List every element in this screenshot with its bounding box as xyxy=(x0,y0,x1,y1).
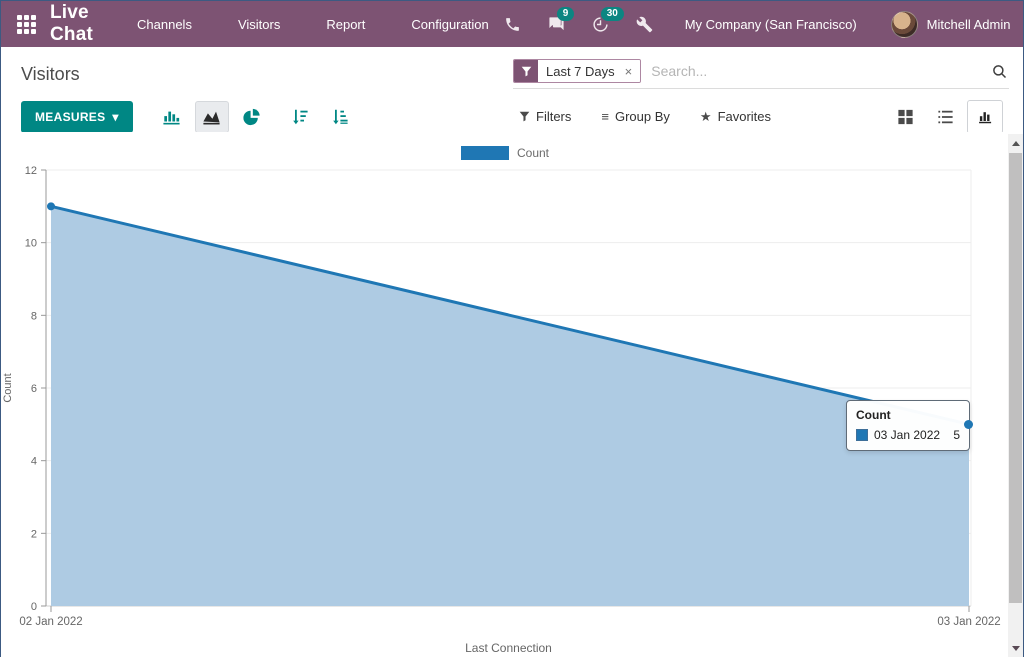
y-tick-label: 6 xyxy=(31,383,37,395)
chart-legend[interactable]: Count xyxy=(1,146,1009,160)
scrollbar-thumb[interactable] xyxy=(1009,153,1022,603)
tooltip-label: 03 Jan 2022 xyxy=(874,428,941,442)
scroll-up-arrow-icon[interactable] xyxy=(1008,136,1023,151)
tooltip-title: Count xyxy=(856,408,891,422)
kanban-view-button[interactable] xyxy=(887,100,923,134)
search-bar[interactable]: Last 7 Days × xyxy=(513,59,1009,89)
chart-type-buttons xyxy=(155,100,269,133)
tooltip-color-swatch xyxy=(856,429,868,441)
view-switcher xyxy=(887,99,1003,134)
main-menu: Channels Visitors Report Configuration xyxy=(131,3,495,46)
line-chart-button[interactable] xyxy=(194,100,229,133)
graph-view: Count 0 2 4 6 8 10 12 02 Jan 2022 03 Jan 2022 Las… xyxy=(1,132,1009,657)
control-panel-top: Visitors Last 7 Days × xyxy=(1,47,1023,95)
messages-badge: 9 xyxy=(556,7,575,21)
x-axis-title: Last Connection xyxy=(465,641,552,655)
y-tick-label: 10 xyxy=(25,238,37,250)
scroll-down-arrow-icon[interactable] xyxy=(1008,641,1023,656)
y-tick-label: 4 xyxy=(31,456,37,468)
messages-icon[interactable]: 9 xyxy=(539,6,575,42)
facet-remove-icon[interactable]: × xyxy=(622,60,641,82)
control-panel-toolbar: MEASURES ▾ Filters ≡ Group By ★ xyxy=(1,95,1023,143)
sort-ascending-button[interactable] xyxy=(323,101,357,133)
activities-badge: 30 xyxy=(600,7,624,21)
vertical-scrollbar[interactable] xyxy=(1008,134,1023,657)
search-icon[interactable] xyxy=(992,64,1009,79)
legend-color-swatch xyxy=(460,146,509,160)
graph-view-button[interactable] xyxy=(967,99,1003,134)
chart-tooltip: Count 03 Jan 2022 5 xyxy=(846,400,970,451)
menu-report[interactable]: Report xyxy=(326,16,366,32)
y-tick-label: 0 xyxy=(31,601,37,613)
group-by-dropdown[interactable]: ≡ Group By xyxy=(601,109,670,124)
y-tick-label: 12 xyxy=(25,165,37,177)
favorites-dropdown[interactable]: ★ Favorites xyxy=(699,108,772,125)
menu-configuration[interactable]: Configuration xyxy=(411,16,489,32)
company-switcher[interactable]: My Company (San Francisco) xyxy=(684,16,857,32)
group-by-icon: ≡ xyxy=(601,109,609,124)
voip-phone-icon[interactable] xyxy=(495,6,531,42)
x-tick-label: 03 Jan 2022 xyxy=(937,616,1000,628)
user-menu[interactable]: Mitchell Admin xyxy=(890,10,1011,38)
filter-funnel-icon xyxy=(514,60,538,82)
area-chart[interactable]: 0 2 4 6 8 10 12 02 Jan 2022 03 Jan 2022 Last Conn… xyxy=(1,132,1009,657)
y-tick-label: 8 xyxy=(31,310,37,322)
app-title[interactable]: Live Chat xyxy=(50,2,94,45)
search-options: Filters ≡ Group By ★ Favorites xyxy=(519,109,771,125)
facet-label: Last 7 Days xyxy=(538,60,623,82)
top-navbar: Live Chat Channels Visitors Report Confi… xyxy=(1,1,1023,47)
caret-down-icon: ▾ xyxy=(112,109,119,124)
page-title: Visitors xyxy=(21,63,80,84)
y-tick-label: 2 xyxy=(31,528,37,540)
pie-chart-button[interactable] xyxy=(235,101,269,133)
star-icon: ★ xyxy=(699,108,712,124)
search-input[interactable] xyxy=(641,63,992,79)
filters-dropdown[interactable]: Filters xyxy=(519,109,571,124)
sort-descending-button[interactable] xyxy=(283,101,317,133)
tools-debug-icon[interactable] xyxy=(627,6,663,42)
activities-clock-icon[interactable]: 30 xyxy=(583,6,624,42)
bar-chart-button[interactable] xyxy=(155,101,189,133)
sort-buttons xyxy=(283,101,357,133)
x-tick-label: 02 Jan 2022 xyxy=(19,616,82,628)
data-point-marker[interactable] xyxy=(964,420,973,429)
y-axis-title: Count xyxy=(2,373,14,402)
menu-channels[interactable]: Channels xyxy=(137,16,192,32)
user-avatar xyxy=(890,10,918,38)
list-view-button[interactable] xyxy=(927,100,963,134)
tooltip-row: 03 Jan 2022 5 xyxy=(856,428,960,442)
legend-label: Count xyxy=(516,146,550,160)
apps-menu-icon[interactable] xyxy=(17,14,36,34)
search-facet: Last 7 Days × xyxy=(513,59,642,83)
navbar-systray: 9 30 My Company (San Francisco) Mitchell… xyxy=(495,6,1017,42)
tooltip-value: 5 xyxy=(953,428,960,442)
filter-funnel-icon xyxy=(519,111,530,122)
measures-button[interactable]: MEASURES ▾ xyxy=(21,100,133,133)
user-name: Mitchell Admin xyxy=(926,16,1011,32)
menu-visitors[interactable]: Visitors xyxy=(237,16,281,32)
